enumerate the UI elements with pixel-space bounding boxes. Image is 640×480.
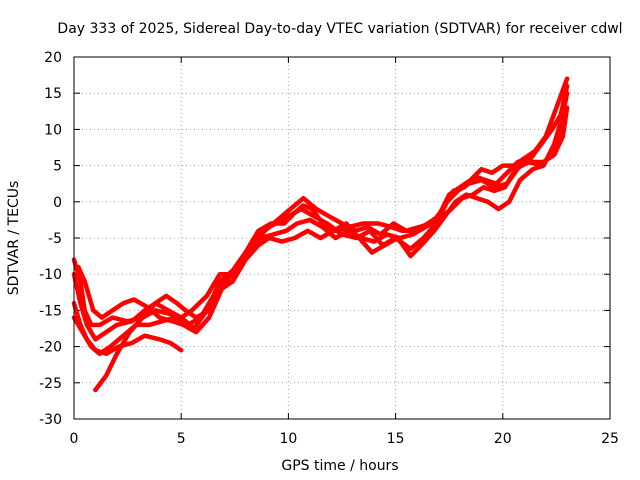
y-tick-labels: -30 -25 -20 -15 -10 -5 0 5 10 15 20	[39, 50, 62, 428]
series-line-trace-4	[93, 105, 570, 393]
series-line-trace-5	[76, 90, 570, 335]
y-tick-label: -20	[39, 340, 62, 356]
x-tick-label: 10	[279, 431, 297, 447]
y-axis-title: SDTVAR / TECUs	[6, 181, 22, 296]
chart-title: Day 333 of 2025, Sidereal Day-to-day VTE…	[57, 21, 622, 37]
y-tick-label: 5	[53, 159, 62, 175]
y-tick-label: -15	[39, 303, 62, 319]
y-tick-label: 10	[44, 122, 62, 138]
data-series	[71, 76, 570, 393]
x-tick-label: 0	[70, 431, 79, 447]
y-tick-label: -30	[39, 412, 62, 428]
y-tick-label: 0	[53, 195, 62, 211]
y-tick-label: -25	[39, 376, 62, 392]
series-line-trace-6	[71, 83, 570, 357]
x-tick-label: 5	[177, 431, 186, 447]
series-line-trace-2	[71, 119, 568, 342]
x-tick-labels: 0 5 10 15 20 25	[70, 431, 619, 447]
x-axis-title: GPS time / hours	[281, 458, 398, 474]
series-line-trace-1	[71, 76, 570, 328]
grid	[74, 57, 610, 419]
y-tick-label: -10	[39, 267, 62, 283]
x-tick-label: 20	[494, 431, 512, 447]
y-tick-label: -5	[48, 231, 62, 247]
plot-frame	[73, 56, 611, 420]
x-tick-label: 15	[387, 431, 405, 447]
y-tick-label: 20	[44, 50, 62, 66]
y-tick-label: 15	[44, 86, 62, 102]
x-tick-label: 25	[601, 431, 619, 447]
